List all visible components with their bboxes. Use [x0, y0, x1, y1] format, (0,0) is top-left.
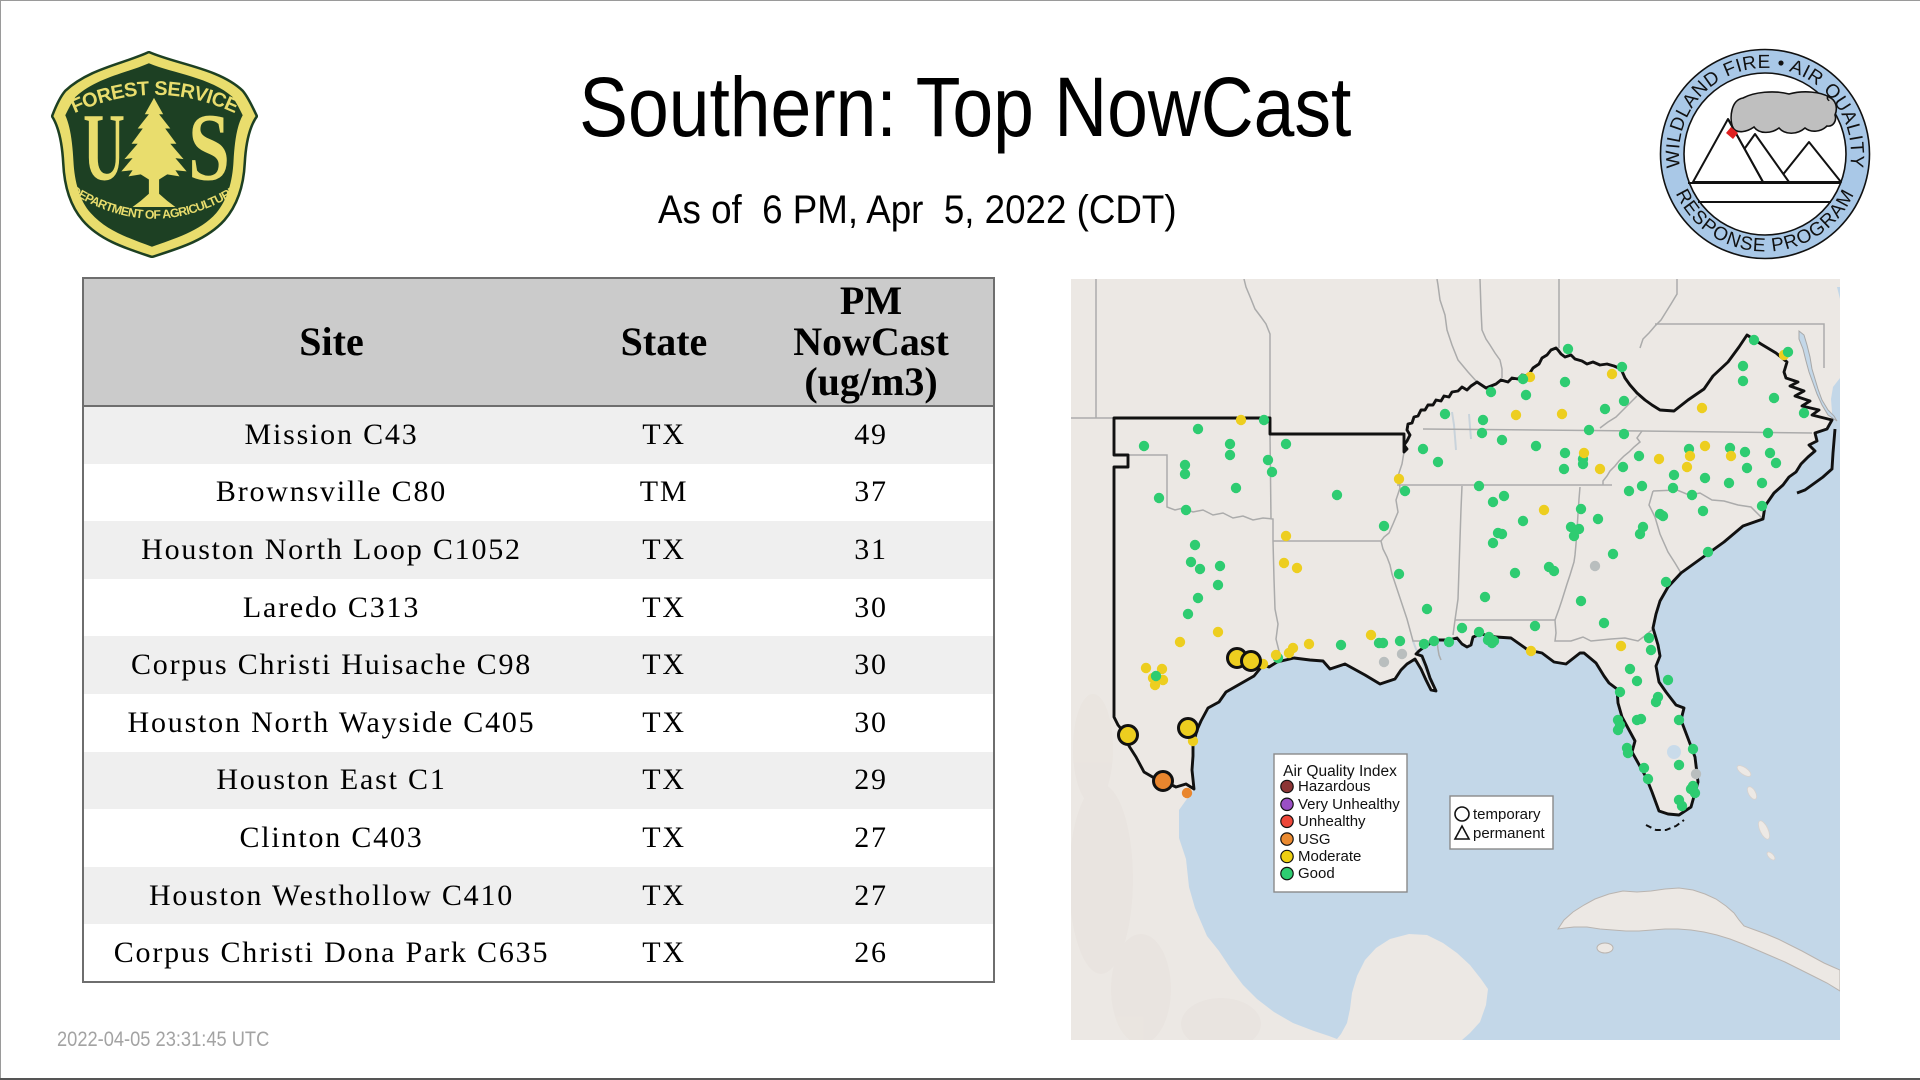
svg-text:USG: USG [1298, 831, 1331, 848]
svg-text:S: S [188, 93, 230, 200]
svg-text:Hazardous: Hazardous [1298, 778, 1371, 795]
svg-text:Very Unhealthy: Very Unhealthy [1298, 796, 1400, 813]
svg-text:temporary: temporary [1473, 806, 1541, 823]
svg-text:Air Quality Index: Air Quality Index [1283, 763, 1397, 780]
svg-text:Unhealthy: Unhealthy [1298, 813, 1366, 830]
svg-text:permanent: permanent [1473, 825, 1546, 842]
svg-text:Moderate: Moderate [1298, 848, 1361, 865]
svg-text:Good: Good [1298, 865, 1335, 882]
svg-text:U: U [83, 93, 125, 200]
